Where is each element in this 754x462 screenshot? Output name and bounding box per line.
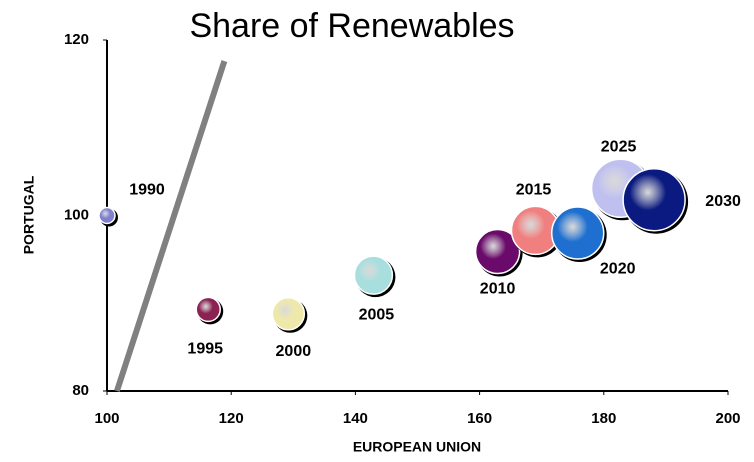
- chart-title: Share of Renewables: [189, 7, 514, 45]
- bubble: [98, 206, 116, 225]
- x-tick-label: 140: [343, 410, 368, 427]
- x-tick-label: 180: [591, 410, 616, 427]
- bubble-label: 2010: [480, 281, 516, 298]
- x-tick-label: 120: [219, 410, 244, 427]
- x-tick-label: 200: [715, 410, 740, 427]
- bubble-label: 2000: [276, 343, 312, 360]
- bubble: [622, 167, 686, 232]
- y-tick-label: 80: [72, 382, 89, 399]
- bubble-label: 2020: [600, 260, 636, 277]
- bubble: [474, 228, 521, 275]
- y-tick-label: 100: [64, 206, 89, 223]
- y-tick-label: 120: [64, 31, 89, 48]
- x-tick-label: 160: [467, 410, 492, 427]
- y-axis-label: PORTUGAL: [21, 175, 37, 254]
- bubble-label: 1995: [187, 341, 223, 358]
- bubble: [353, 255, 394, 295]
- x-tick-label: 100: [94, 410, 119, 427]
- bubble-label: 2025: [601, 139, 637, 156]
- bubble-label: 2015: [516, 182, 552, 199]
- x-axis-label: EUROPEAN UNION: [353, 439, 481, 455]
- bubble-label: 2030: [705, 193, 741, 210]
- bubble-label: 1990: [129, 182, 165, 199]
- bubble: [550, 206, 605, 260]
- bubble-label: 2005: [359, 306, 395, 323]
- bubble: [271, 297, 306, 331]
- bubble: [195, 296, 221, 323]
- reference-line: [114, 60, 228, 392]
